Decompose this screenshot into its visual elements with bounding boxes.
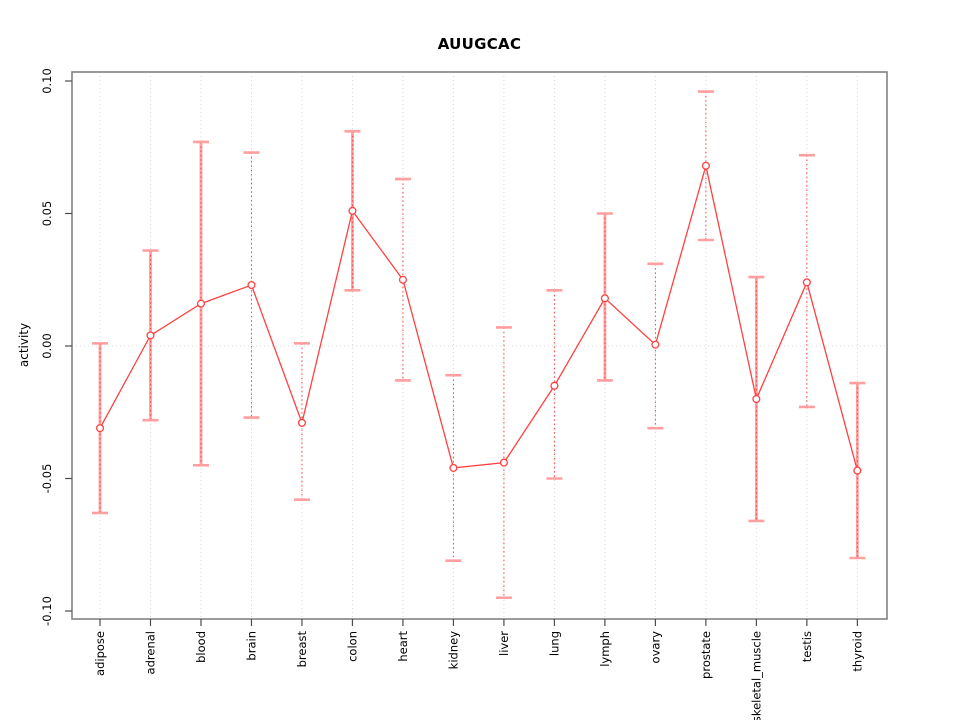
x-tick-label-adipose: adipose (93, 631, 107, 676)
chart-title: AUUGCAC (437, 35, 522, 53)
x-tick-label-heart: heart (396, 631, 410, 662)
data-point-testis (802, 278, 811, 287)
data-point-ovary (651, 340, 660, 349)
x-tick-label-lymph: lymph (598, 631, 612, 667)
x-tick-label-thyroid: thyroid (850, 631, 864, 672)
x-tick-label-blood: blood (194, 631, 208, 663)
data-point-kidney (449, 463, 458, 472)
x-tick-label-liver: liver (497, 631, 511, 656)
data-point-colon (348, 206, 357, 215)
data-point-skeletal_muscle (752, 394, 761, 404)
y-tick-label--0.10: -0.10 (40, 596, 54, 626)
data-point-heart (398, 275, 407, 284)
series-line-activity (99, 165, 858, 471)
x-tick-label-skeletal_muscle: skeletal_muscle (749, 631, 763, 720)
x-tick-label-lung: lung (547, 631, 561, 656)
data-point-lymph (600, 294, 609, 303)
error-bar-liver (495, 326, 512, 600)
x-tick-label-brain: brain (244, 631, 258, 661)
x-tick-label-ovary: ovary (648, 631, 662, 664)
x-tick-label-prostate: prostate (699, 631, 713, 679)
error-bar-heart (394, 177, 411, 382)
data-point-adrenal (146, 331, 155, 340)
data-point-breast (297, 418, 307, 427)
data-point-blood (196, 299, 206, 308)
x-tick-label-adrenal: adrenal (143, 631, 157, 674)
data-point-lung (550, 381, 559, 390)
y-tick-label-0.00: 0.00 (40, 333, 54, 359)
x-tick-label-breast: breast (295, 631, 309, 668)
data-point-thyroid (853, 466, 862, 475)
data-point-brain (247, 280, 256, 290)
x-tick-label-colon: colon (345, 631, 359, 662)
error-bar-brain (243, 151, 260, 419)
y-tick-label-0.10: 0.10 (40, 68, 54, 94)
data-point-liver (499, 458, 508, 467)
x-tick-label-kidney: kidney (446, 631, 460, 670)
y-tick-label--0.05: -0.05 (40, 464, 54, 494)
data-point-prostate (701, 161, 710, 170)
error-bar-kidney (445, 373, 462, 562)
x-tick-label-testis: testis (800, 631, 814, 662)
y-tick-label-0.05: 0.05 (40, 201, 54, 227)
error-bar-lung (546, 289, 563, 480)
data-point-adipose (95, 424, 105, 433)
